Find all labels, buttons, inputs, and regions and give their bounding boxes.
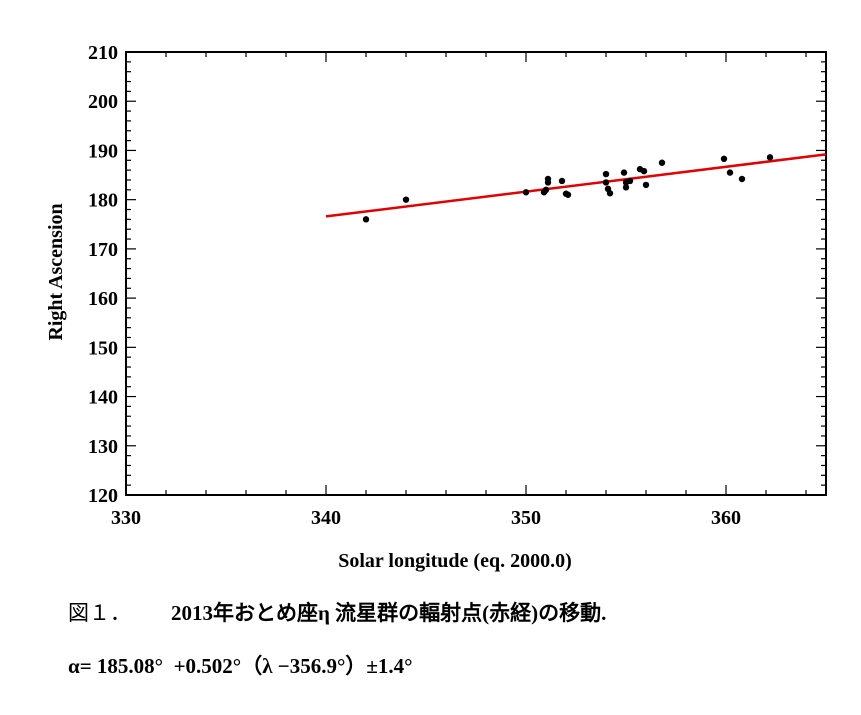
points-layer (362, 154, 774, 223)
data-point (544, 175, 552, 183)
x-tick-label: 360 (711, 507, 741, 529)
labels-layer: 120 130 140 150 160 170 180 190 200 210 330 340 350 3… (88, 42, 741, 529)
data-point (402, 196, 410, 203)
plot-frame (125, 51, 827, 496)
data-point (658, 159, 666, 166)
y-tick-label: 170 (88, 239, 118, 261)
figure-label: 図１． (68, 601, 131, 625)
data-point (766, 154, 774, 161)
data-point (602, 179, 610, 186)
data-point (642, 181, 650, 189)
data-point (620, 169, 628, 176)
data-point (602, 170, 610, 178)
y-tick-label: 150 (88, 337, 118, 359)
data-point (606, 190, 614, 197)
x-tick-label: 350 (511, 507, 541, 529)
ticks-layer (125, 51, 826, 496)
data-point (522, 189, 530, 196)
data-point (726, 169, 734, 176)
x-tick-label: 330 (111, 507, 141, 529)
data-point (362, 216, 370, 223)
data-point (626, 177, 634, 185)
data-point (720, 155, 728, 163)
y-tick-label: 130 (88, 436, 118, 458)
fit-line (325, 153, 827, 218)
plot-border (125, 51, 827, 496)
y-tick-label: 210 (88, 42, 118, 64)
data-point (640, 167, 648, 175)
x-tick-label: 340 (311, 507, 341, 529)
figure-caption: 図１． 2013年おとめ座η 流星群の輻射点(赤経)の移動. (68, 597, 606, 627)
y-tick-label: 160 (88, 288, 118, 310)
data-point (622, 184, 630, 191)
data-point (558, 177, 566, 185)
figure-title: 2013年おとめ座η 流星群の輻射点(赤経)の移動. (171, 601, 607, 625)
y-tick-label: 120 (88, 485, 118, 507)
chart: 120 130 140 150 160 170 180 190 200 210 330 340 350 3… (45, 42, 827, 572)
data-point (738, 175, 746, 183)
x-axis-title: Solar longitude (eq. 2000.0) (338, 550, 572, 572)
y-tick-label: 180 (88, 190, 118, 212)
y-tick-label: 140 (88, 387, 118, 409)
y-tick-label: 190 (88, 140, 118, 162)
data-point (542, 186, 550, 194)
fit-line-layer (325, 153, 827, 218)
y-tick-label: 200 (88, 91, 118, 113)
data-point (564, 191, 572, 198)
formula: α= 185.08° +0.502°（λ −356.9°）±1.4° (68, 654, 413, 678)
y-axis-title: Right Ascension (45, 203, 67, 340)
